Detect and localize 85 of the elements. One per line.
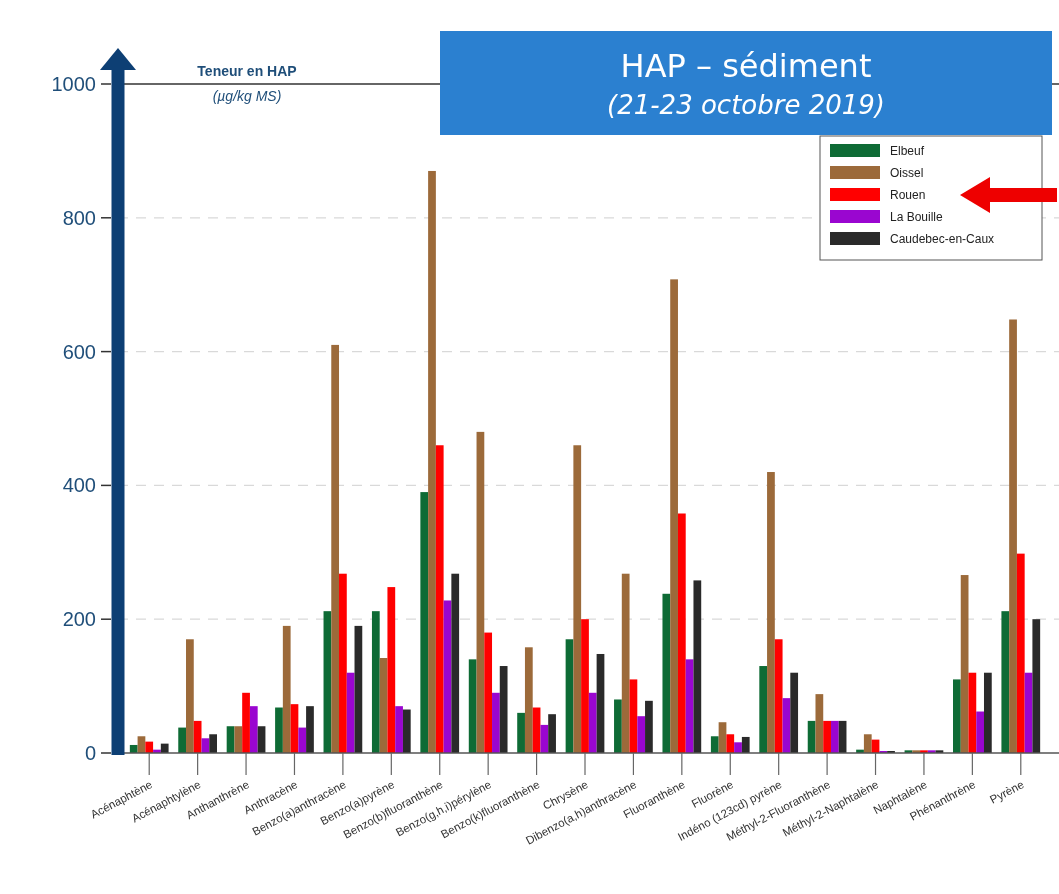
bar — [565, 639, 574, 753]
bar — [759, 666, 768, 753]
bar — [637, 716, 646, 753]
bar — [645, 700, 653, 753]
y-tick-label: 400 — [62, 474, 96, 497]
bar — [387, 587, 396, 753]
bar — [282, 625, 291, 753]
chart-title: HAP – sédiment — [620, 47, 872, 85]
bar — [548, 714, 556, 753]
bar — [428, 170, 436, 753]
bar — [524, 647, 533, 753]
bar — [468, 659, 477, 753]
bar — [306, 706, 314, 753]
y-tick-label: 800 — [62, 206, 96, 229]
bar — [354, 625, 363, 753]
bar — [581, 619, 589, 753]
legend-label: La Bouille — [890, 210, 944, 225]
chart-subtitle: (21-23 octobre 2019) — [606, 90, 886, 120]
bar — [790, 672, 799, 753]
bar — [710, 736, 719, 753]
bar — [685, 659, 694, 753]
bar — [976, 711, 984, 753]
bar — [629, 679, 638, 753]
bar — [662, 593, 671, 753]
bar — [1009, 319, 1017, 753]
bar — [734, 742, 742, 753]
legend-label: Oissel — [890, 166, 924, 181]
legend-label: Rouen — [890, 188, 926, 203]
bar — [275, 707, 283, 753]
bar — [451, 573, 460, 753]
bar — [588, 692, 597, 753]
bar — [1016, 553, 1025, 753]
bar — [726, 734, 735, 753]
bar — [186, 639, 194, 753]
bar — [499, 666, 508, 753]
bar — [443, 600, 452, 753]
bar — [774, 639, 783, 753]
bar — [371, 611, 380, 753]
bar — [830, 720, 839, 753]
bar — [983, 672, 992, 753]
y-tick-label: 600 — [62, 340, 96, 363]
y-tick-label: 200 — [62, 608, 96, 631]
bar — [614, 699, 622, 753]
bar — [492, 692, 500, 753]
bar — [476, 431, 485, 753]
bar — [670, 279, 678, 753]
bar — [209, 734, 217, 753]
bar — [339, 573, 347, 753]
bar — [741, 736, 750, 753]
y-axis-title: Teneur en HAP (µg/kg MS) — [197, 63, 297, 104]
legend-label: Caudebec-en-Caux — [890, 232, 995, 247]
bar — [298, 727, 307, 753]
bar — [767, 472, 775, 753]
bar — [129, 744, 138, 753]
bar — [540, 724, 549, 753]
bar — [863, 734, 872, 753]
bar — [402, 709, 411, 753]
bar — [242, 692, 250, 753]
bar — [234, 726, 243, 753]
bar — [331, 344, 340, 753]
bar — [323, 611, 332, 753]
bar — [395, 706, 403, 753]
bar — [1032, 619, 1041, 753]
bar — [677, 513, 686, 753]
bar — [420, 492, 429, 753]
bar — [693, 580, 702, 753]
bar — [621, 573, 630, 753]
bar — [517, 712, 525, 753]
bar — [1001, 611, 1010, 753]
bar — [178, 727, 187, 753]
bar — [953, 679, 961, 753]
bar — [960, 575, 969, 753]
bar — [484, 632, 493, 753]
bar — [435, 445, 444, 753]
y-tick-label: 1000 — [51, 73, 96, 95]
bar — [346, 672, 355, 753]
bar — [823, 720, 831, 753]
bar — [968, 672, 977, 753]
bar — [815, 694, 824, 753]
bar — [573, 445, 582, 753]
y-tick-label: 0 — [84, 742, 96, 764]
legend-label: Elbeuf — [890, 144, 925, 159]
bar — [193, 720, 202, 753]
bar — [145, 741, 154, 753]
bar — [249, 706, 258, 753]
